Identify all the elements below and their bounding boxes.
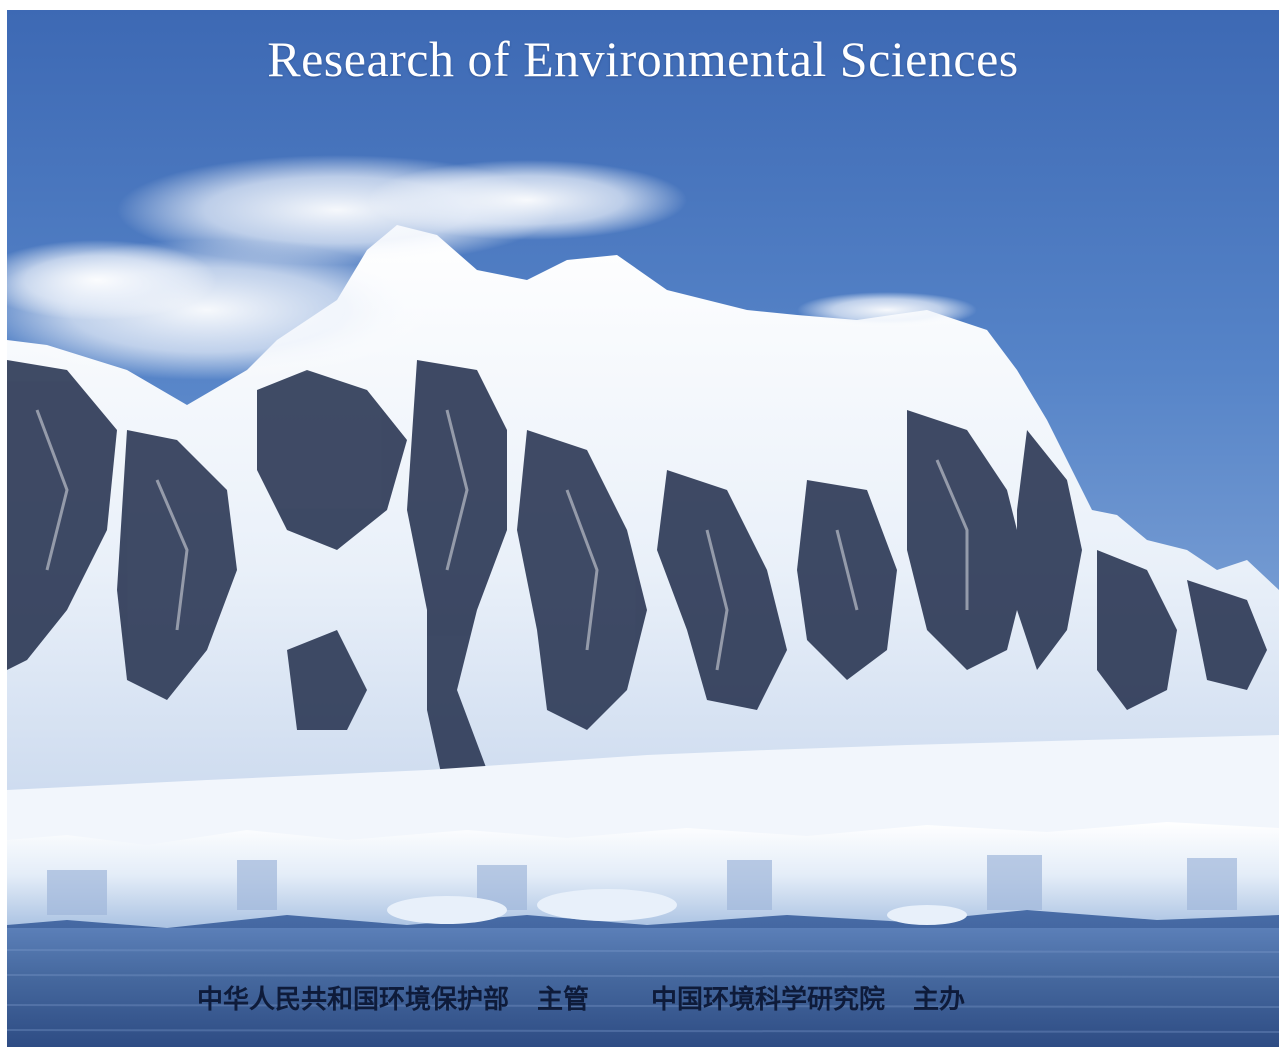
supervisor-organization: 中华人民共和国环境保护部	[197, 985, 510, 1015]
cover-footer: 中华人民共和国环境保护部 主管 中国环境科学研究院 主办	[197, 985, 1097, 1016]
supervisor-role: 主管	[537, 985, 590, 1015]
journal-cover: Research of Environmental Sciences 中华人民共…	[7, 10, 1279, 1047]
journal-title: Research of Environmental Sciences	[267, 31, 1019, 87]
sponsor-organization: 中国环境科学研究院	[651, 985, 886, 1015]
sponsor-role: 主办	[913, 985, 966, 1015]
antarctic-mountain-photo	[7, 10, 1279, 1047]
